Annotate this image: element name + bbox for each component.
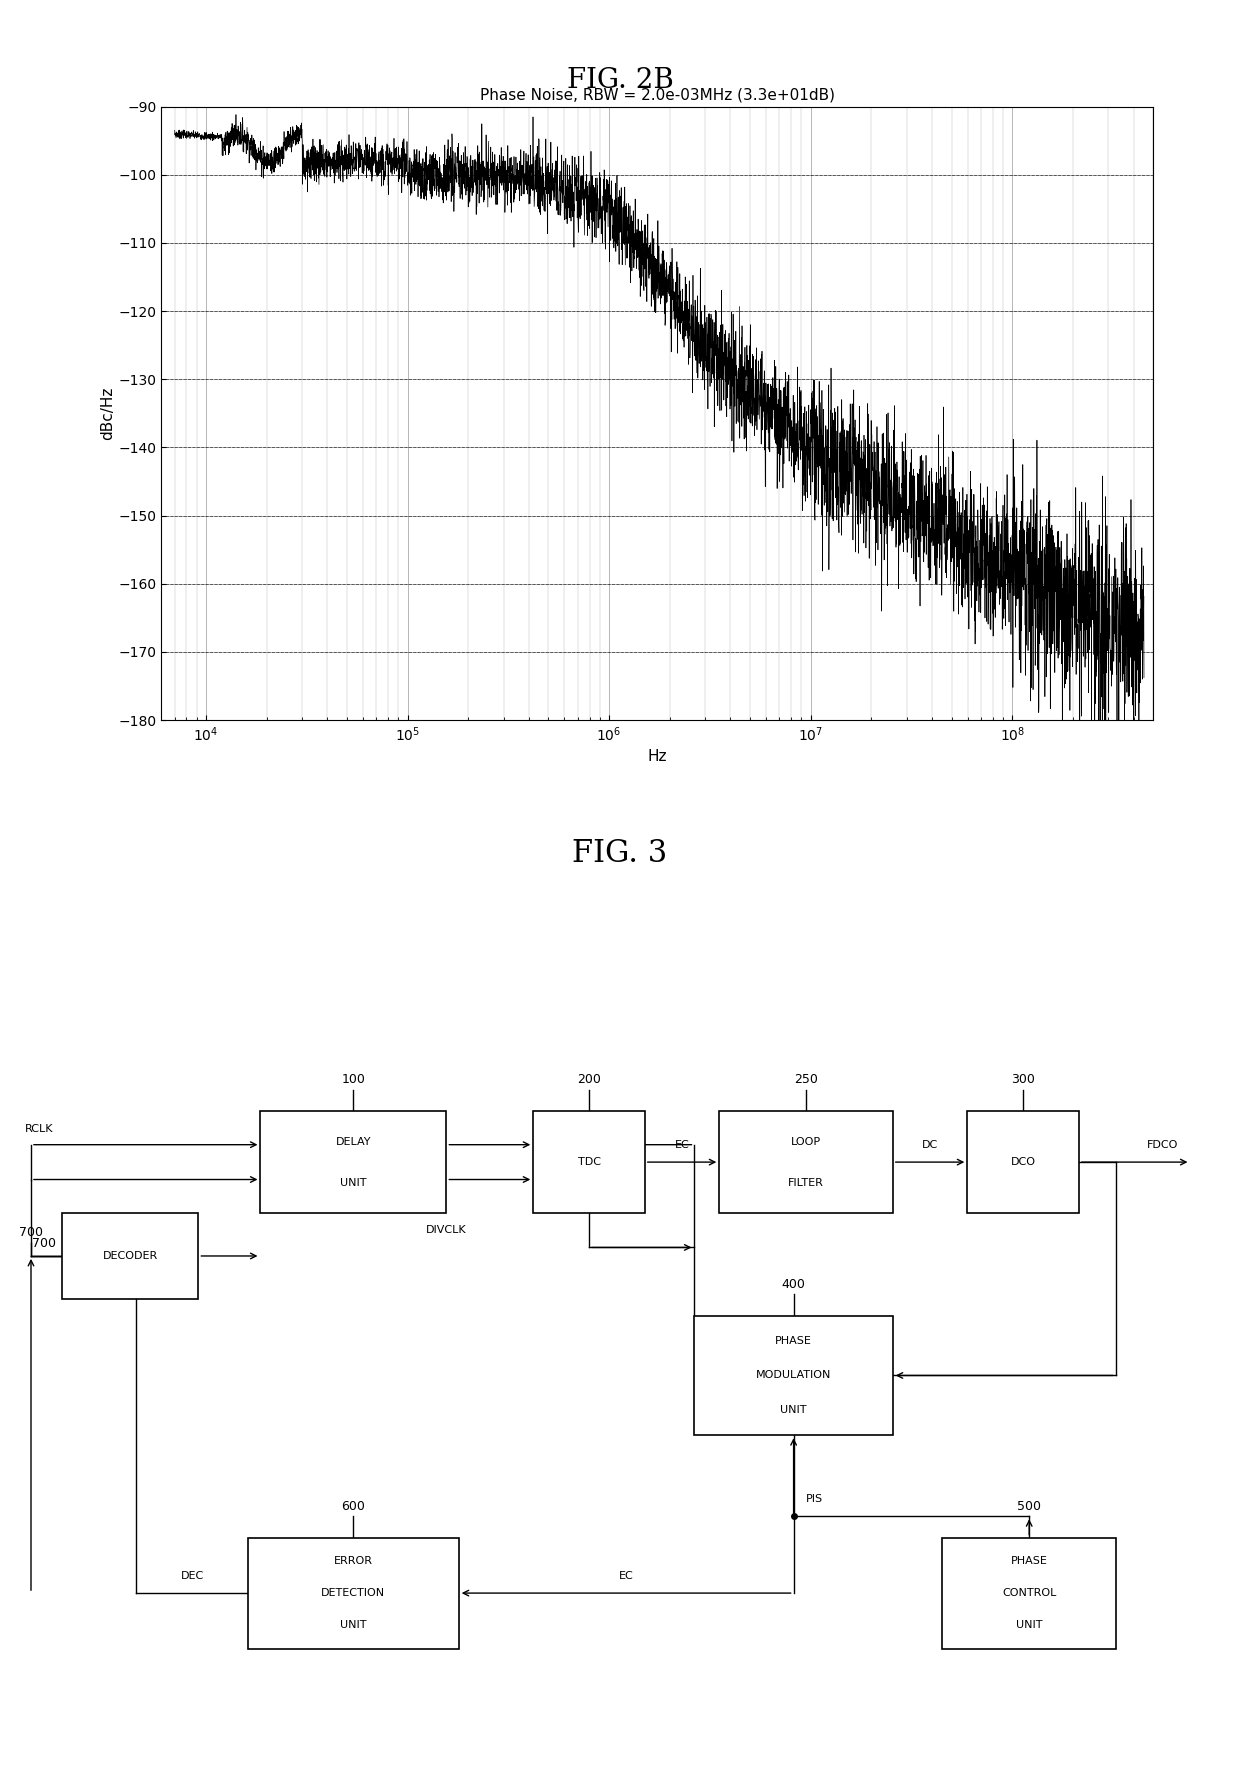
Text: UNIT: UNIT — [340, 1177, 367, 1188]
Text: 250: 250 — [794, 1072, 818, 1086]
Text: DCO: DCO — [1011, 1157, 1035, 1166]
Text: RCLK: RCLK — [25, 1124, 53, 1134]
Y-axis label: dBc/Hz: dBc/Hz — [100, 386, 115, 441]
Text: 100: 100 — [341, 1072, 366, 1086]
Text: DETECTION: DETECTION — [321, 1588, 386, 1598]
Text: PHASE: PHASE — [1011, 1556, 1048, 1566]
Text: FILTER: FILTER — [789, 1177, 823, 1188]
Text: 700: 700 — [32, 1237, 56, 1250]
Text: PHASE: PHASE — [775, 1337, 812, 1346]
Bar — [942, 1538, 1116, 1648]
Text: DIVCLK: DIVCLK — [427, 1225, 466, 1236]
Bar — [260, 1111, 446, 1213]
Text: TDC: TDC — [578, 1157, 600, 1166]
Text: UNIT: UNIT — [780, 1405, 807, 1415]
Text: PIS: PIS — [806, 1494, 823, 1504]
Text: UNIT: UNIT — [340, 1620, 367, 1630]
Text: UNIT: UNIT — [1016, 1620, 1043, 1630]
X-axis label: Hz: Hz — [647, 749, 667, 765]
Text: FDCO: FDCO — [1147, 1140, 1178, 1150]
Text: FIG. 3: FIG. 3 — [573, 837, 667, 869]
Text: 600: 600 — [341, 1499, 366, 1513]
Bar — [967, 1111, 1079, 1213]
Title: Phase Noise, RBW = 2.0e-03MHz (3.3e+01dB): Phase Noise, RBW = 2.0e-03MHz (3.3e+01dB… — [480, 87, 835, 103]
Text: DC: DC — [921, 1140, 939, 1150]
Bar — [719, 1111, 893, 1213]
Bar — [248, 1538, 459, 1648]
Text: 700: 700 — [19, 1227, 43, 1239]
Text: 200: 200 — [577, 1072, 601, 1086]
Bar — [694, 1316, 893, 1435]
Text: 500: 500 — [1017, 1499, 1042, 1513]
Bar — [533, 1111, 645, 1213]
Text: FIG. 2B: FIG. 2B — [567, 66, 673, 94]
Text: ERROR: ERROR — [334, 1556, 373, 1566]
Text: CONTROL: CONTROL — [1002, 1588, 1056, 1598]
Text: EC: EC — [675, 1140, 689, 1150]
Text: DELAY: DELAY — [336, 1136, 371, 1147]
Text: MODULATION: MODULATION — [756, 1371, 831, 1380]
Text: EC: EC — [619, 1572, 634, 1581]
Text: DEC: DEC — [181, 1572, 203, 1581]
Text: 300: 300 — [1011, 1072, 1035, 1086]
Text: 400: 400 — [781, 1278, 806, 1291]
Text: DECODER: DECODER — [103, 1252, 157, 1261]
Text: LOOP: LOOP — [791, 1136, 821, 1147]
Bar — [62, 1213, 198, 1298]
